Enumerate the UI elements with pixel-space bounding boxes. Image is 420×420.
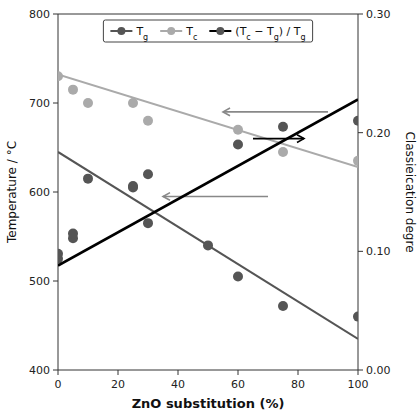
y-tick — [53, 14, 58, 15]
trend-line — [58, 152, 358, 339]
data-point — [353, 156, 358, 166]
data-point — [68, 229, 78, 239]
legend: Tg Tc (Tc − Tg) / Tg — [103, 20, 312, 42]
trend-line — [58, 75, 358, 168]
x-tick — [118, 370, 119, 375]
y2-tick-label: 0.20 — [366, 127, 391, 140]
y-tick — [53, 192, 58, 193]
arrow-shaft — [223, 111, 328, 113]
axes: 0 20 40 60 80 100 400 500 600 700 800 0.00 0.10 0.20 0… — [29, 8, 391, 391]
x-tick-label: 60 — [231, 378, 245, 391]
y2-tick-label: 0.10 — [366, 245, 391, 258]
arrow-head — [163, 193, 170, 201]
legend-marker — [117, 27, 125, 35]
arrow-shaft — [253, 138, 304, 140]
arrow-head — [297, 135, 304, 143]
data-point — [353, 312, 358, 322]
x-tick — [178, 370, 179, 375]
data-point — [58, 249, 63, 259]
data-point — [278, 301, 288, 311]
data-point — [233, 125, 243, 135]
legend-item: (Tc − Tg) / Tg — [209, 25, 305, 42]
x-axis-line — [58, 370, 358, 371]
x-tick — [58, 370, 59, 375]
data-point — [203, 240, 213, 250]
plot-area — [58, 71, 358, 339]
y2-tick-label: 0.30 — [366, 8, 391, 21]
x-tick-label: 20 — [111, 378, 125, 391]
x-tick-label: 40 — [171, 378, 185, 391]
y-tick — [53, 103, 58, 104]
x-tick — [298, 370, 299, 375]
y2-tick-label: 0.00 — [366, 364, 391, 377]
data-point — [128, 181, 138, 191]
data-point — [233, 272, 243, 282]
legend-marker — [216, 27, 224, 35]
x-tick — [238, 370, 239, 375]
y-tick — [53, 370, 58, 371]
top-frame-line — [58, 14, 358, 15]
x-axis-label: ZnO substitution (%) — [132, 396, 285, 411]
arrow — [253, 135, 304, 143]
data-point — [143, 218, 153, 228]
data-point — [143, 116, 153, 126]
legend-item: Tg — [110, 25, 148, 42]
y-tick-label: 500 — [29, 275, 50, 288]
data-point — [278, 147, 288, 157]
x-tick-label: 80 — [291, 378, 305, 391]
x-tick-label: 100 — [348, 378, 369, 391]
data-point — [68, 85, 78, 95]
data-point — [233, 140, 243, 150]
legend-item: Tc — [160, 25, 197, 42]
y-tick-label: 700 — [29, 97, 50, 110]
legend-label: Tc — [185, 25, 197, 42]
y2-tick — [358, 132, 363, 133]
data-point — [353, 116, 358, 126]
x-tick-label: 0 — [55, 378, 62, 391]
trend-line — [58, 99, 358, 265]
data-point — [128, 98, 138, 108]
y-tick-label: 600 — [29, 186, 50, 199]
y-tick — [53, 281, 58, 282]
data-point — [83, 174, 93, 184]
legend-frame — [103, 20, 312, 42]
arrow-head — [223, 108, 230, 116]
y-tick-label: 800 — [29, 8, 50, 21]
data-point — [278, 122, 288, 132]
y2-tick — [358, 251, 363, 252]
legend-label: Tg — [135, 25, 148, 42]
arrow-shaft — [163, 196, 268, 198]
chart: 0 20 40 60 80 100 400 500 600 700 800 0.00 0.10 0.20 0… — [0, 0, 420, 420]
legend-label: (Tc − Tg) / Tg — [235, 25, 305, 42]
data-point — [58, 71, 63, 81]
arrow — [223, 108, 328, 116]
data-point — [143, 169, 153, 179]
data-point — [83, 98, 93, 108]
y-axis-label: Temperature / °C — [5, 141, 19, 244]
y2-axis-label: Classieication degre — [403, 131, 417, 252]
y2-tick — [358, 370, 363, 371]
legend-marker — [167, 27, 175, 35]
x-tick — [358, 370, 359, 375]
y2-tick — [358, 14, 363, 15]
y-tick-label: 400 — [29, 364, 50, 377]
